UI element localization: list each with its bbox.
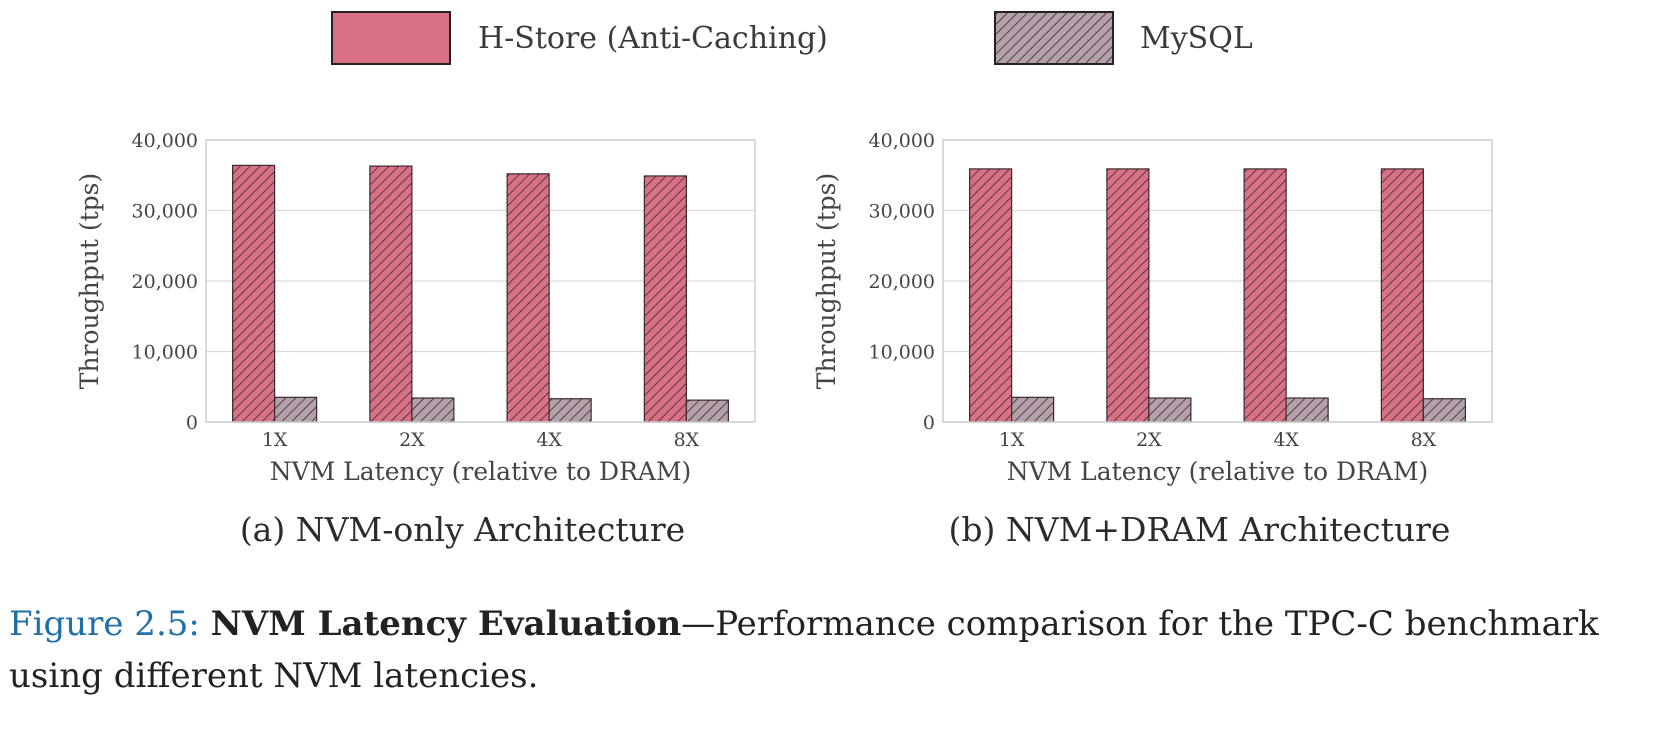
figure-title: NVM Latency Evaluation [210, 604, 682, 644]
bars [969, 168, 1466, 423]
bar-hatch-hstore [1244, 168, 1287, 422]
y-tick-label: 30,000 [132, 201, 198, 223]
y-tick-label: 10,000 [869, 342, 935, 364]
figure: H-Store (Anti-Caching) MySQL 0 10,000 20,0… [75, 11, 1493, 549]
x-tick-label: 2X [399, 429, 425, 451]
bar-hatch-mysql [1286, 398, 1329, 422]
y-tick-label: 10,000 [132, 342, 198, 364]
y-tick-label: 40,000 [132, 130, 198, 152]
y-tick-label: 20,000 [132, 271, 198, 293]
bar-hatch-hstore [644, 175, 687, 422]
y-axis-title: Throughput (tps) [75, 173, 104, 389]
chart-nvm-only: 0 10,000 20,000 30,000 40,000 1X 2X 4X 8X Throug… [75, 130, 756, 549]
legend-label-mysql: MySQL [1140, 21, 1253, 56]
subcaption: (b) NVM+DRAM Architecture [949, 510, 1451, 549]
bar-hatch-hstore [1381, 168, 1424, 422]
bar-hatch-mysql [274, 397, 317, 422]
figure-label: Figure 2.5: [9, 604, 200, 644]
legend-swatch-hstore [331, 11, 451, 65]
x-tick-label: 8X [674, 429, 700, 451]
bar-hatch-hstore [507, 173, 550, 422]
y-tick-label: 20,000 [869, 271, 935, 293]
legend-swatch-mysql-hatch [995, 12, 1113, 64]
bar-hatch-hstore [369, 166, 412, 422]
bar-hatch-hstore [969, 168, 1012, 422]
bar-hatch-mysql [1011, 397, 1054, 422]
x-axis-title: NVM Latency (relative to DRAM) [270, 457, 692, 486]
x-tick-label: 2X [1136, 429, 1162, 451]
plot-frame [942, 139, 1493, 423]
figure-caption-text: —Performance comparison for the TPC-C be… [9, 604, 1599, 696]
bar-hatch-mysql [549, 398, 592, 422]
tick-labels: 0 10,000 20,000 30,000 40,000 1X 2X 4X 8X [132, 130, 700, 451]
y-tick-label: 40,000 [869, 130, 935, 152]
bar-hatch-mysql [686, 400, 729, 422]
bar-hatch-mysql [1148, 398, 1191, 422]
bar-hatch-hstore [232, 165, 275, 422]
y-axis-title: Throughput (tps) [812, 173, 841, 389]
tick-labels: 0 10,000 20,000 30,000 40,000 1X 2X 4X 8X [869, 130, 1437, 451]
x-tick-label: 4X [1273, 429, 1299, 451]
x-tick-label: 1X [262, 429, 288, 451]
y-tick-label: 0 [186, 412, 198, 434]
legend-item-hstore: H-Store (Anti-Caching) [331, 11, 828, 65]
bar-hatch-hstore [1106, 168, 1149, 422]
x-tick-label: 4X [536, 429, 562, 451]
bars [232, 164, 729, 423]
chart-nvm-dram: 0 10,000 20,000 30,000 40,000 1X 2X 4X 8X Throug… [812, 130, 1493, 549]
x-tick-label: 8X [1411, 429, 1437, 451]
legend: H-Store (Anti-Caching) MySQL [331, 11, 1253, 65]
legend-label-hstore: H-Store (Anti-Caching) [478, 21, 828, 56]
figure-caption: Figure 2.5: NVM Latency Evaluation—Perfo… [9, 598, 1659, 702]
subcaption: (a) NVM-only Architecture [240, 510, 685, 549]
x-axis-title: NVM Latency (relative to DRAM) [1007, 457, 1429, 486]
bar-hatch-mysql [411, 398, 454, 422]
y-tick-label: 30,000 [869, 201, 935, 223]
x-tick-label: 1X [999, 429, 1025, 451]
bar-hatch-mysql [1423, 398, 1466, 422]
plot-frame [205, 139, 756, 423]
y-tick-label: 0 [923, 412, 935, 434]
legend-item-mysql: MySQL [994, 11, 1253, 65]
